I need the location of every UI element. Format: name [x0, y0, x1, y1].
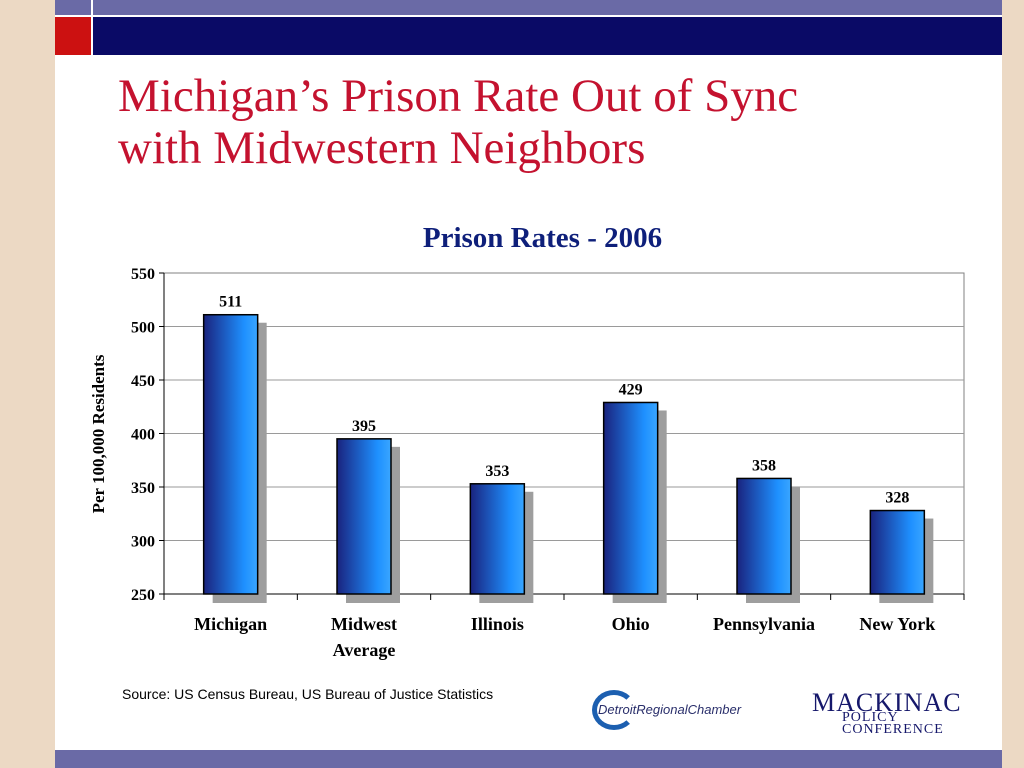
category-label: Average: [333, 640, 396, 660]
left-decor-strip: [0, 0, 55, 768]
category-label: Michigan: [194, 614, 267, 634]
bar-new-york: [869, 509, 926, 595]
bottom-decor-band: [55, 750, 1002, 768]
data-label: 429: [619, 381, 643, 398]
data-label: 395: [352, 418, 376, 435]
navy-header-bar: [93, 17, 1002, 55]
right-decor-strip: [1002, 0, 1024, 768]
y-tick-label: 550: [131, 266, 155, 283]
slide-title-line-1: Michigan’s Prison Rate Out of Sync: [118, 70, 799, 122]
y-tick-label: 250: [131, 587, 155, 604]
data-label: 328: [885, 490, 909, 507]
chamber-ring-icon: [592, 690, 636, 730]
data-label: 511: [219, 294, 242, 311]
bar-michigan: [202, 313, 259, 595]
slide-title-line-2: with Midwestern Neighbors: [118, 122, 646, 174]
bar-midwest-average: [336, 438, 392, 595]
data-label: 358: [752, 457, 776, 474]
y-axis-title: Per 100,000 Residents: [89, 354, 108, 513]
plot-area: 250 300 350 400 450 500 550 511 Michigan 395 Midwe…: [89, 266, 965, 660]
decor-divider: [91, 0, 93, 55]
category-label: New York: [859, 614, 935, 634]
bar-pennsylvania: [736, 477, 792, 595]
category-label: Pennsylvania: [713, 614, 815, 634]
slide-title: Michigan’s Prison Rate Out of Sync with …: [118, 70, 978, 174]
detroit-regional-chamber-logo: DetroitRegionalChamber: [592, 688, 762, 734]
chart-title: Prison Rates - 2006: [422, 222, 663, 254]
mackinac-logo-line-3: CONFERENCE: [842, 722, 944, 737]
category-label: Midwest: [331, 614, 397, 634]
category-label: Ohio: [612, 614, 650, 634]
bar-ohio: [602, 401, 659, 595]
y-tick-label: 450: [131, 373, 155, 390]
bar-illinois: [469, 483, 526, 595]
mackinac-logo-line-1: MACKINAC: [812, 688, 962, 717]
mackinac-policy-conference-logo: MACKINAC POLICY CONFERENCE: [812, 688, 962, 740]
y-tick-label: 300: [131, 534, 155, 551]
mackinac-logo-line-2: POLICY: [842, 710, 899, 725]
source-note: Source: US Census Bureau, US Bureau of J…: [122, 686, 494, 702]
red-decor-block: [55, 17, 91, 55]
y-tick-label: 500: [131, 320, 155, 337]
y-tick-label: 350: [131, 480, 155, 497]
category-label: Illinois: [471, 614, 524, 634]
top-decor-band: [55, 0, 1002, 15]
data-label: 353: [485, 463, 509, 480]
chamber-logo-text: DetroitRegionalChamber: [598, 702, 742, 717]
y-tick-label: 400: [131, 427, 155, 444]
